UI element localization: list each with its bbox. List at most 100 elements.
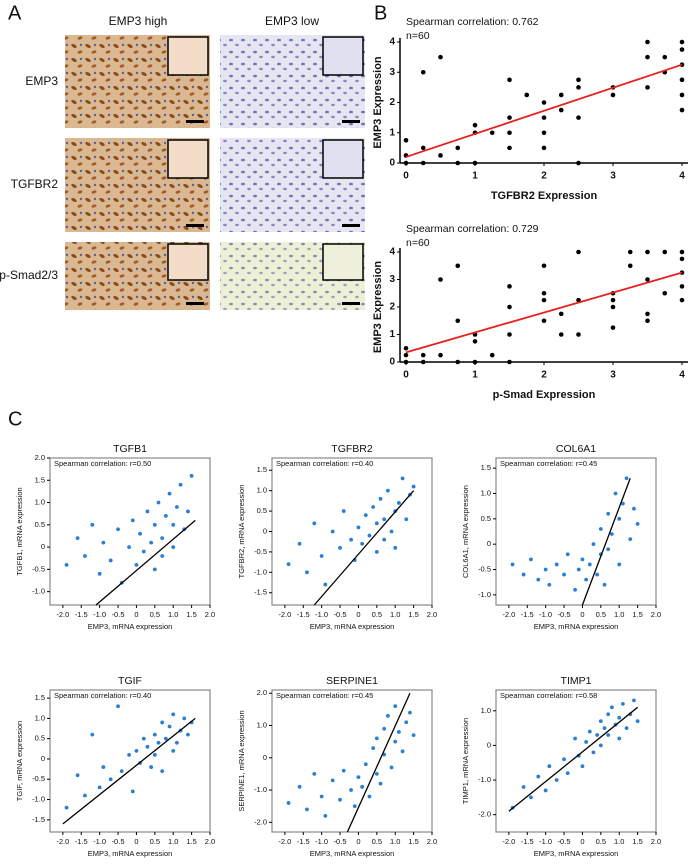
point xyxy=(679,47,685,52)
point xyxy=(580,557,585,562)
x-tick-label: 1.5 xyxy=(186,837,196,846)
y-tick-label: -1.5 xyxy=(32,815,45,824)
y-tick-label: -1.0 xyxy=(478,775,491,784)
point xyxy=(645,85,650,90)
point xyxy=(349,537,353,542)
point xyxy=(543,788,548,793)
scale-bar xyxy=(186,120,204,123)
column-label: EMP3 low xyxy=(265,14,319,28)
point xyxy=(319,554,324,558)
x-tick-label: 0.5 xyxy=(596,610,606,619)
point xyxy=(371,746,376,750)
point xyxy=(403,138,409,143)
x-axis-label: p-Smad Expression xyxy=(493,389,596,401)
point xyxy=(323,813,328,818)
point xyxy=(338,545,342,550)
point xyxy=(624,476,629,481)
x-tick-label: 0 xyxy=(356,610,360,619)
point xyxy=(662,54,668,60)
point xyxy=(606,712,611,717)
point xyxy=(679,39,685,45)
fit-line xyxy=(405,271,683,354)
point xyxy=(662,249,668,255)
point xyxy=(610,325,616,330)
y-tick-label: 0 xyxy=(389,357,395,368)
point xyxy=(610,92,616,98)
point xyxy=(171,545,176,549)
point xyxy=(130,518,135,523)
y-tick-label: 1.0 xyxy=(35,713,45,722)
point xyxy=(679,249,685,255)
point xyxy=(576,77,581,83)
point xyxy=(305,807,309,812)
point xyxy=(472,339,478,344)
point xyxy=(613,491,618,496)
x-tick-label: 1.0 xyxy=(614,610,624,619)
point xyxy=(167,724,172,729)
point xyxy=(374,521,379,526)
point xyxy=(382,726,387,731)
y-tick-label: -1.0 xyxy=(478,590,491,599)
fit-line xyxy=(313,490,415,606)
point xyxy=(371,505,376,509)
y-tick-label: -1.0 xyxy=(254,567,267,576)
chart: 0 1 2 3 4 0 1 2 3 4 p-Smad Expression EMP3 Expressi… xyxy=(372,223,688,401)
point xyxy=(400,476,405,481)
x-tick-label: 0 xyxy=(134,610,138,619)
point xyxy=(609,705,614,710)
point xyxy=(116,704,120,709)
point xyxy=(174,740,179,745)
point xyxy=(645,277,650,282)
point xyxy=(620,501,625,506)
point xyxy=(171,522,176,527)
point xyxy=(602,726,607,730)
x-tick-label: 1 xyxy=(472,171,478,182)
point xyxy=(382,537,387,542)
y-tick-label: -0.5 xyxy=(32,774,45,783)
y-tick-label: 0 xyxy=(41,754,45,763)
x-tick-label: 1.0 xyxy=(614,837,624,846)
point xyxy=(420,359,426,365)
point xyxy=(606,547,611,552)
point xyxy=(83,554,87,558)
point xyxy=(356,775,361,780)
point xyxy=(64,805,69,810)
point xyxy=(558,92,564,98)
chart: -2.0 -1.5 -1.0 -0.5 0 0.5 1.0 1.5 2.0 -2.0 -1.0 0 1.… xyxy=(237,675,437,858)
x-tick-label: -1.0 xyxy=(93,610,106,619)
inset xyxy=(322,139,364,179)
point xyxy=(541,115,547,120)
y-axis-label: TGFBR2, mRNA expression xyxy=(237,485,246,579)
point xyxy=(632,506,636,511)
point xyxy=(389,765,394,770)
y-tick-label: 3 xyxy=(389,274,395,285)
point xyxy=(108,777,113,782)
point xyxy=(101,765,106,769)
inset xyxy=(167,243,209,281)
point xyxy=(598,719,603,724)
y-tick-label: 1.5 xyxy=(35,475,45,484)
point xyxy=(330,529,335,534)
point xyxy=(662,290,668,296)
x-tick-label: 0 xyxy=(356,837,360,846)
y-tick-label: 1 xyxy=(389,329,395,340)
point xyxy=(341,509,346,513)
point xyxy=(472,160,478,166)
scale-bar xyxy=(342,120,360,123)
y-tick-label: -1.0 xyxy=(254,785,267,794)
annotation: n=60 xyxy=(406,30,430,42)
point xyxy=(541,297,547,303)
point xyxy=(580,764,585,769)
point xyxy=(610,297,616,303)
point xyxy=(617,715,622,720)
x-tick-label: -1.0 xyxy=(315,610,328,619)
x-tick-label: -0.5 xyxy=(558,837,571,846)
point xyxy=(389,529,394,534)
scale-bar xyxy=(342,224,360,227)
x-tick-label: 0 xyxy=(403,370,409,381)
x-tick-label: 0 xyxy=(403,171,409,182)
x-tick-label: 0.5 xyxy=(150,610,160,619)
point xyxy=(595,733,600,737)
y-tick-label: -2.0 xyxy=(254,817,267,826)
point xyxy=(438,54,443,60)
